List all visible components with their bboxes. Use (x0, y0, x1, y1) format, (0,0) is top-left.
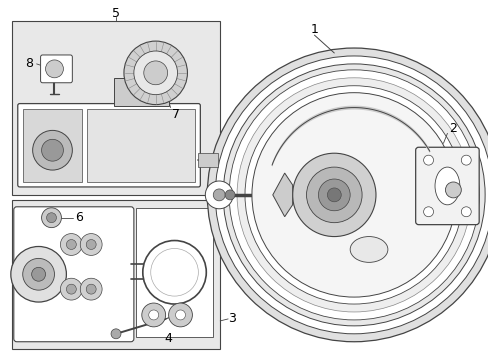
Circle shape (223, 64, 485, 326)
Circle shape (134, 51, 177, 95)
Text: 4: 4 (165, 332, 172, 345)
Circle shape (424, 155, 434, 165)
Circle shape (445, 182, 461, 198)
FancyBboxPatch shape (14, 207, 134, 342)
FancyBboxPatch shape (41, 55, 73, 83)
Circle shape (11, 247, 66, 302)
Circle shape (86, 284, 96, 294)
Circle shape (252, 93, 456, 297)
Circle shape (80, 278, 102, 300)
Circle shape (225, 190, 235, 200)
Circle shape (205, 181, 233, 209)
Bar (198, 153, 218, 167)
Circle shape (142, 303, 166, 327)
Bar (136, 208, 213, 337)
Circle shape (213, 189, 225, 201)
Circle shape (66, 239, 76, 249)
Circle shape (47, 213, 56, 223)
Circle shape (307, 167, 362, 223)
Circle shape (46, 60, 63, 78)
Circle shape (32, 267, 46, 281)
Circle shape (229, 70, 479, 320)
Circle shape (461, 207, 471, 217)
Text: 1: 1 (311, 23, 319, 36)
Circle shape (42, 139, 63, 161)
Polygon shape (272, 105, 430, 167)
Bar (12, 21, 220, 195)
Ellipse shape (350, 237, 388, 262)
Circle shape (318, 179, 350, 211)
Circle shape (293, 153, 376, 237)
Circle shape (149, 310, 159, 320)
Bar (12, 200, 220, 349)
Circle shape (86, 239, 96, 249)
Bar (114, 78, 169, 105)
Circle shape (23, 258, 54, 290)
Circle shape (245, 86, 464, 304)
Ellipse shape (435, 167, 460, 205)
Circle shape (66, 284, 76, 294)
Circle shape (124, 41, 188, 105)
Circle shape (169, 303, 193, 327)
Text: 3: 3 (228, 312, 236, 325)
FancyBboxPatch shape (18, 104, 200, 187)
Circle shape (215, 56, 490, 334)
Circle shape (60, 278, 82, 300)
Text: 8: 8 (24, 57, 33, 71)
Circle shape (144, 61, 168, 85)
Circle shape (80, 234, 102, 255)
Text: 5: 5 (112, 7, 120, 20)
Circle shape (42, 208, 61, 228)
Polygon shape (273, 173, 293, 217)
Circle shape (207, 48, 490, 342)
Bar (23, 109, 82, 182)
Bar (87, 109, 196, 182)
Circle shape (175, 310, 185, 320)
Circle shape (327, 188, 341, 202)
Text: 7: 7 (172, 108, 179, 121)
Circle shape (111, 329, 121, 339)
Circle shape (60, 234, 82, 255)
Text: 6: 6 (75, 211, 83, 224)
FancyBboxPatch shape (416, 147, 479, 225)
Circle shape (237, 78, 471, 312)
Circle shape (424, 207, 434, 217)
Circle shape (33, 130, 73, 170)
Circle shape (143, 240, 206, 304)
Circle shape (151, 248, 198, 296)
Text: 2: 2 (449, 122, 457, 135)
Circle shape (461, 155, 471, 165)
